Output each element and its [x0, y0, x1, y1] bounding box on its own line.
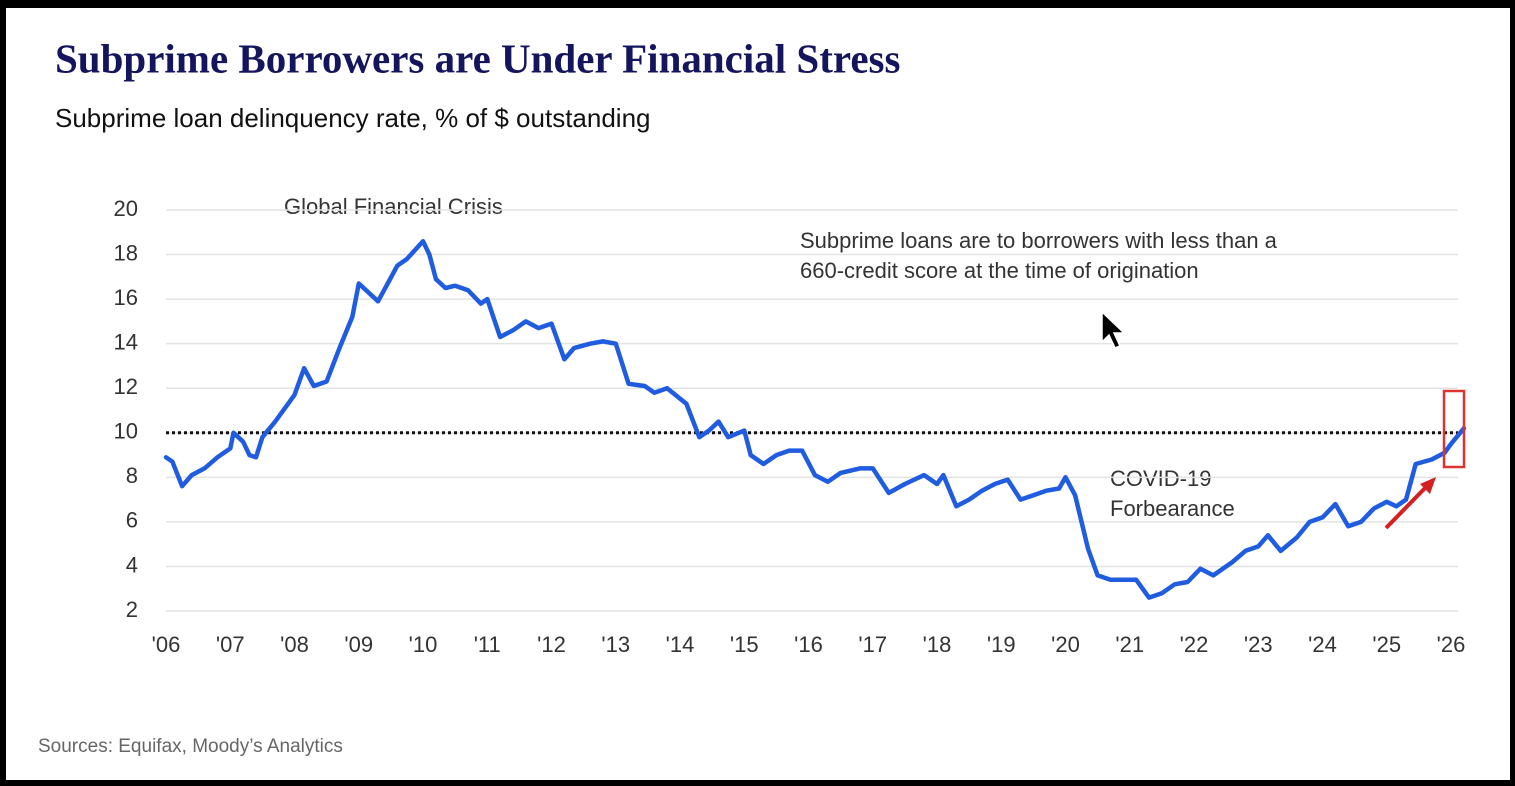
x-tick-label: '10: [409, 632, 438, 657]
x-tick-label: '24: [1308, 632, 1337, 657]
x-tick-label: '20: [1051, 632, 1080, 657]
y-tick-label: 2: [126, 597, 138, 622]
chart-title: Subprime Borrowers are Under Financial S…: [55, 35, 900, 81]
annotation: Subprime loans are to borrowers with les…: [800, 228, 1278, 253]
x-tick-label: '07: [216, 632, 245, 657]
x-tick-label: '09: [344, 632, 373, 657]
x-tick-label: '17: [858, 632, 887, 657]
y-tick-label: 14: [114, 329, 138, 354]
y-tick-label: 12: [114, 374, 138, 399]
highlight-box: [1442, 389, 1466, 469]
y-tick-label: 6: [126, 508, 138, 533]
x-tick-label: '22: [1180, 632, 1209, 657]
x-tick-label: '18: [923, 632, 952, 657]
x-tick-label: '12: [537, 632, 566, 657]
annotation: 660-credit score at the time of originat…: [800, 258, 1199, 283]
x-tick-label: '08: [280, 632, 309, 657]
plot-area: 2 4 6 8 10 12 14 16 18 20 '06 '07 '08 '09 '10 '11 '12 '13…: [114, 196, 1467, 657]
x-tick-label: '14: [666, 632, 695, 657]
y-tick-label: 16: [114, 285, 138, 310]
x-tick-label: '11: [474, 632, 501, 657]
y-tick-label: 10: [114, 419, 138, 444]
annotation: Forbearance: [1110, 496, 1235, 521]
mouse-cursor: [1101, 310, 1126, 349]
x-tick-label: '23: [1244, 632, 1273, 657]
source-note: Sources: Equifax, Moody’s Analytics: [38, 736, 343, 757]
arrow-shaft: [1384, 483, 1430, 530]
x-tick-label: '06: [152, 632, 181, 657]
y-tick-label: 18: [114, 240, 138, 265]
x-tick-label: '13: [601, 632, 630, 657]
x-tick-label: '19: [987, 632, 1016, 657]
x-tick-label: '16: [794, 632, 823, 657]
annotation: COVID-19: [1110, 466, 1211, 491]
y-tick-label: 8: [126, 463, 138, 488]
slide: [6, 8, 1510, 780]
annotation: Global Financial Crisis: [284, 194, 503, 219]
x-tick-label: '25: [1372, 632, 1401, 657]
y-tick-label: 4: [126, 552, 138, 577]
x-tick-label: '26: [1437, 632, 1466, 657]
data-line: [163, 238, 1467, 600]
arrow-head: [1420, 477, 1436, 494]
x-tick-label: '15: [730, 632, 759, 657]
y-tick-label: 20: [114, 196, 138, 221]
x-tick-label: '21: [1115, 632, 1144, 657]
chart-subtitle: Subprime loan delinquency rate, % of $ o…: [55, 103, 651, 133]
